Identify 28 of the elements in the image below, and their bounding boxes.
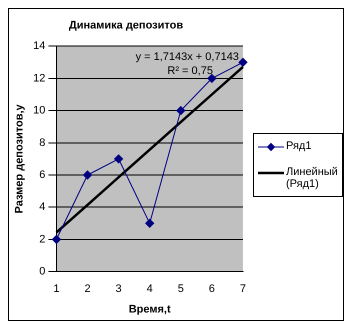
y-tick-label: 0 [39, 266, 46, 278]
point [52, 234, 61, 244]
y-tick-label: 12 [33, 72, 46, 84]
annotation: y = 1,7143x + 0,7143 [136, 51, 239, 64]
y-tick-label: 8 [39, 136, 46, 149]
y-tick-label: 4 [39, 201, 46, 214]
x-tick-label: 6 [208, 283, 215, 296]
point [145, 218, 154, 228]
y-tick-label: 10 [33, 104, 46, 117]
x-tick-label: 1 [53, 283, 60, 296]
x-tick-label: 3 [116, 283, 122, 296]
y-tick-label: 2 [39, 233, 46, 246]
chart-title: Динамика депозитов [68, 20, 184, 32]
x-tick-label: 7 [240, 283, 246, 296]
point [238, 58, 248, 67]
legend-label: Линейный (Ряд1) [286, 166, 338, 190]
legend-label: Ряд1 [286, 140, 312, 152]
x-tick-label: 2 [84, 283, 91, 296]
y-tick-label: 14 [33, 40, 46, 52]
x-tick-label: 4 [146, 283, 153, 296]
y-axis-title: Размер депозитов,y [14, 103, 26, 214]
x-axis-title: Время,t [128, 303, 171, 316]
point [176, 106, 186, 116]
annotation: R² = 0,75 [167, 65, 213, 78]
y-tick-label: 6 [39, 169, 46, 182]
point [114, 154, 124, 164]
x-tick-label: 5 [178, 283, 184, 296]
point [83, 170, 92, 180]
